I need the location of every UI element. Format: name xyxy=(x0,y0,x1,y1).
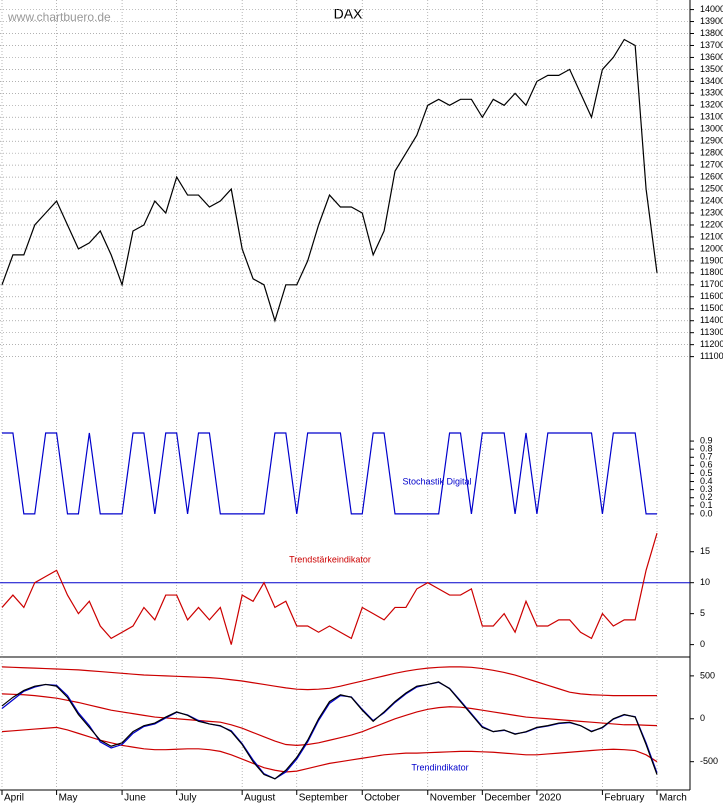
y-tick-label: 12900 xyxy=(700,136,723,146)
y-tick-label: 11700 xyxy=(700,279,723,289)
y-tick-label: 0 xyxy=(700,639,705,649)
x-tick-label: May xyxy=(59,793,78,803)
x-tick-label: March xyxy=(659,793,687,803)
x-tick-label: February xyxy=(604,793,644,803)
y-tick-label: 0.7 xyxy=(700,452,713,462)
y-tick-label: 11200 xyxy=(700,339,723,349)
y-tick-label: 10 xyxy=(700,577,710,587)
y-tick-label: 0.1 xyxy=(700,500,713,510)
y-tick-label: 13100 xyxy=(700,112,723,122)
panel-label: Stochastik Digital xyxy=(402,476,471,486)
y-tick-label: 11600 xyxy=(700,291,723,301)
y-tick-label: 13300 xyxy=(700,88,723,98)
y-tick-label: -500 xyxy=(700,756,718,766)
y-tick-label: 12500 xyxy=(700,183,723,193)
series-line xyxy=(2,432,657,515)
y-tick-label: 11100 xyxy=(700,351,723,361)
y-tick-label: 12300 xyxy=(700,207,723,217)
y-tick-label: 0.9 xyxy=(700,435,713,445)
y-tick-label: 12600 xyxy=(700,171,723,181)
x-tick-label: December xyxy=(484,793,531,803)
x-tick-label: 2020 xyxy=(539,793,562,803)
series-line xyxy=(1,726,658,773)
y-tick-label: 11400 xyxy=(700,315,723,325)
y-tick-label: 14000 xyxy=(700,4,723,14)
x-tick-label: August xyxy=(244,793,275,803)
y-tick-label: 15 xyxy=(700,546,710,556)
x-tick-label: July xyxy=(179,793,197,803)
series-line xyxy=(1,693,658,746)
y-tick-label: 0.3 xyxy=(700,484,713,494)
y-tick-label: 0 xyxy=(700,713,705,723)
y-tick-label: 0.8 xyxy=(700,444,713,454)
y-tick-label: 11500 xyxy=(700,303,723,313)
y-tick-label: 5 xyxy=(700,608,705,618)
y-tick-label: 11800 xyxy=(700,267,723,277)
x-tick-label: October xyxy=(364,793,400,803)
y-tick-label: 11300 xyxy=(700,327,723,337)
y-tick-label: 13600 xyxy=(700,52,723,62)
series-line xyxy=(1,532,658,645)
y-tick-label: 12800 xyxy=(700,148,723,158)
x-tick-label: September xyxy=(299,793,349,803)
panel-label: Trendstärkeindikator xyxy=(289,554,371,564)
x-tick-label: June xyxy=(124,793,146,803)
y-tick-label: 13500 xyxy=(700,64,723,74)
y-tick-label: 12100 xyxy=(700,231,723,241)
y-tick-label: 0.2 xyxy=(700,492,713,502)
y-tick-label: 13900 xyxy=(700,16,723,26)
y-tick-label: 500 xyxy=(700,670,715,680)
y-tick-label: 13000 xyxy=(700,124,723,134)
y-tick-label: 12000 xyxy=(700,243,723,253)
series-line xyxy=(1,666,657,697)
y-tick-label: 0.5 xyxy=(700,468,713,478)
panel-label: Trendindikator xyxy=(411,762,468,772)
y-tick-label: 0.6 xyxy=(700,460,713,470)
y-tick-label: 12700 xyxy=(700,160,723,170)
series-line xyxy=(1,681,658,780)
x-tick-label: November xyxy=(430,793,477,803)
site-name: www.chartbuero.de xyxy=(7,10,111,24)
y-tick-label: 13800 xyxy=(700,28,723,38)
x-tick-label: April xyxy=(4,793,24,803)
y-tick-label: 13700 xyxy=(700,40,723,50)
y-tick-label: 13200 xyxy=(700,100,723,110)
y-tick-label: 11900 xyxy=(700,255,723,265)
y-tick-label: 13400 xyxy=(700,76,723,86)
y-tick-label: 0.4 xyxy=(700,476,713,486)
y-tick-label: 12200 xyxy=(700,219,723,229)
y-tick-label: 12400 xyxy=(700,195,723,205)
chart-title: DAX xyxy=(334,6,363,22)
series-line xyxy=(1,38,658,323)
y-tick-label: 0.0 xyxy=(700,508,713,518)
